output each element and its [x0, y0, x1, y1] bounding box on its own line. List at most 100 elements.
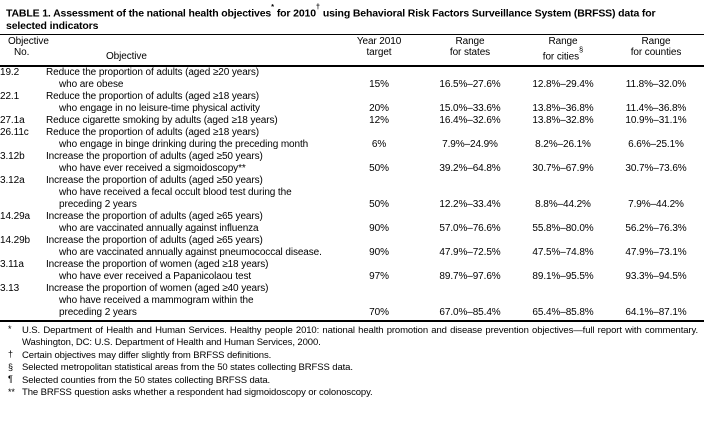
table-row: 27.1a Reduce cigarette smoking by adults… — [0, 115, 704, 127]
table-row: 14.29b Increase the proportion of adults… — [0, 235, 704, 259]
objective-line: who engage in no leisure-time physical a… — [59, 102, 260, 114]
objective-line: Reduce the proportion of adults (aged ≥1… — [46, 126, 260, 138]
objective-line: preceding 2 years — [59, 306, 137, 318]
counties-range: 11.8%–32.0% — [625, 78, 687, 90]
objective-no: 22.1 — [0, 90, 20, 102]
objective-no: 27.1a — [0, 114, 25, 126]
header-line: for states — [449, 47, 491, 58]
objective-text: Increase the proportion of adults (aged … — [46, 151, 336, 175]
target-value: 20% — [369, 102, 389, 114]
footnote-text: Selected counties from the 50 states col… — [22, 374, 271, 386]
objective-line: who are vaccinated annually against infl… — [59, 222, 259, 234]
objective-text: Reduce cigarette smoking by adults (aged… — [46, 115, 336, 127]
counties-range: 10.9%–31.1% — [625, 114, 687, 126]
cities-range: 13.8%–36.8% — [532, 102, 594, 114]
header-line: Objective — [8, 35, 49, 47]
target-value: 90% — [369, 222, 389, 234]
objective-text: Reduce the proportion of adults (aged ≥1… — [46, 91, 336, 115]
counties-range: 56.2%–76.3% — [625, 222, 687, 234]
footnote: § Selected metropolitan statistical areas… — [6, 362, 698, 375]
objective-text: Increase the proportion of adults (aged … — [46, 235, 336, 259]
objective-line: Increase the proportion of women (aged ≥… — [46, 258, 269, 270]
cities-range: 12.8%–29.4% — [532, 78, 594, 90]
states-range: 57.0%–76.6% — [439, 222, 501, 234]
footnote: ** The BRFSS question asks whether a resp… — [6, 387, 698, 400]
footnote-marker-dagger: † — [315, 2, 321, 11]
table-row: 26.11c Reduce the proportion of adults (… — [0, 127, 704, 151]
col-header-target: Year 2010 target — [336, 33, 422, 67]
header-line: Range — [455, 35, 485, 47]
objective-line: Increase the proportion of adults (aged … — [46, 234, 263, 246]
footnote-symbol: ¶ — [8, 374, 13, 385]
title-text: TABLE 1. Assessment of the national heal… — [6, 7, 272, 20]
header-line: Range — [548, 35, 578, 47]
objective-no: 3.13 — [0, 282, 46, 322]
counties-range: 6.6%–25.1% — [628, 138, 684, 150]
table-row: 22.1 Reduce the proportion of adults (ag… — [0, 91, 704, 115]
objective-no: 26.11c — [0, 126, 29, 138]
header-text: for cities — [542, 51, 580, 63]
objective-no: 19.2 — [0, 66, 20, 78]
footnote: † Certain objectives may differ slightly … — [6, 349, 698, 363]
objective-line: who have received a mammogram within the — [59, 294, 254, 306]
col-header-objective: Objective — [46, 33, 336, 67]
states-range: 67.0%–85.4% — [422, 282, 518, 322]
cities-range: 13.8%–32.8% — [532, 114, 594, 126]
header-line: Objective — [106, 51, 147, 63]
states-range: 15.0%–33.6% — [439, 102, 501, 114]
objective-no: 14.29b — [0, 234, 30, 246]
header-line: for counties — [630, 47, 682, 58]
objective-line: who have ever received a Papanicolaou te… — [59, 270, 252, 282]
objective-line: Increase the proportion of women (aged ≥… — [46, 282, 269, 294]
counties-range: 11.4%–36.8% — [625, 102, 687, 114]
col-header-range-counties: Range for counties — [608, 33, 704, 67]
table-row: 14.29a Increase the proportion of adults… — [0, 211, 704, 235]
header-line: No. — [14, 47, 30, 58]
objective-line: who have ever received a sigmoidoscopy** — [59, 162, 246, 174]
cities-range: 55.8%–80.0% — [532, 222, 594, 234]
states-range: 39.2%–64.8% — [439, 162, 501, 174]
objective-line: Increase the proportion of adults (aged … — [46, 174, 263, 186]
cities-range: 30.7%–67.9% — [532, 162, 594, 174]
objective-line: who engage in binge drinking during the … — [59, 138, 309, 150]
counties-range: 64.1%–87.1% — [608, 282, 704, 322]
table-row: 3.11a Increase the proportion of women (… — [0, 259, 704, 283]
target-value: 6% — [371, 138, 387, 150]
footnote-text: The BRFSS question asks whether a respon… — [22, 387, 373, 399]
objective-line: who have received a fecal occult blood t… — [59, 186, 292, 198]
objective-text: Increase the proportion of adults (aged … — [46, 175, 336, 211]
objective-line: Reduce cigarette smoking by adults (aged… — [46, 114, 278, 126]
objective-no: 3.12a — [0, 174, 25, 186]
counties-range: 30.7%–73.6% — [625, 162, 687, 174]
objective-line: Reduce the proportion of adults (aged ≥2… — [46, 66, 260, 78]
footnotes-section: * U.S. Department of Health and Human Ser… — [0, 322, 704, 400]
title-text: using Behavioral Risk Factors Surveillan… — [6, 7, 656, 32]
table-row: 3.12b Increase the proportion of adults … — [0, 151, 704, 175]
col-header-range-states: Range for states — [422, 33, 518, 67]
states-range: 16.5%–27.6% — [439, 78, 501, 90]
footnote-symbol: † — [8, 349, 13, 360]
states-range: 12.2%–33.4% — [439, 198, 501, 210]
cities-range: 8.2%–26.1% — [535, 138, 591, 150]
objective-text: Increase the proportion of women (aged ≥… — [46, 282, 336, 322]
footnote: ¶ Selected counties from the 50 states co… — [6, 374, 698, 388]
objective-line: who are vaccinated annually against pneu… — [59, 246, 322, 258]
col-header-range-cities: Range for cities§ — [518, 33, 608, 67]
table-row: 3.13 Increase the proportion of women (a… — [0, 282, 704, 322]
table-header-row: Objective No. Objective Year 2010 target… — [0, 33, 704, 67]
footnote-text: Certain objectives may differ slightly f… — [22, 349, 272, 361]
objective-no: 3.12b — [0, 150, 25, 162]
states-range: 16.4%–32.6% — [439, 114, 501, 126]
cities-range: 65.4%–85.8% — [518, 282, 608, 322]
footnote-symbol: * — [8, 324, 12, 335]
states-range: 47.9%–72.5% — [439, 246, 501, 258]
header-line: target — [366, 47, 392, 58]
target-value: 70% — [336, 282, 422, 322]
states-range: 89.7%–97.6% — [439, 270, 501, 282]
cities-range: 47.5%–74.8% — [532, 246, 594, 258]
table-row: 19.2 Reduce the proportion of adults (ag… — [0, 66, 704, 91]
states-range: 7.9%–24.9% — [442, 138, 498, 150]
target-value: 12% — [369, 114, 389, 126]
footnote: * U.S. Department of Health and Human Ser… — [6, 324, 698, 350]
